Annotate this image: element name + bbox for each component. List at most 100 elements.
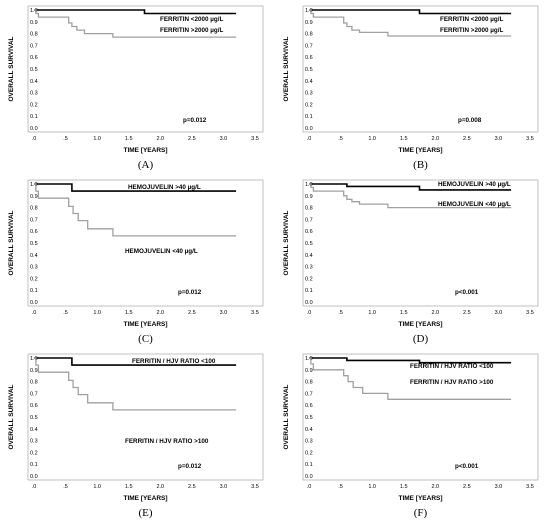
y-tick-label: 0.6 xyxy=(305,229,313,235)
y-tick-label: 0.1 xyxy=(305,114,313,120)
y-tick-label: 0.5 xyxy=(305,241,313,247)
y-tick-label: 0.3 xyxy=(30,439,38,445)
x-tick-label: 1.0 xyxy=(368,310,376,316)
y-tick-label: 1.0 xyxy=(30,182,38,188)
y-tick-label: 0.9 xyxy=(305,194,313,200)
x-tick-label: 1.0 xyxy=(368,484,376,490)
x-tick-label: .0 xyxy=(32,310,37,316)
x-tick-label: 3.0 xyxy=(495,136,503,142)
plot-frame xyxy=(302,353,539,481)
survival-curve xyxy=(309,9,512,37)
plot-frame xyxy=(302,5,539,133)
x-tick-label: 2.0 xyxy=(431,136,439,142)
km-chart-a: 0.0 0.1 0.2 0.3 0.4 0.5 0.6 0.7 0.8 0.9 1.0 .0 .5 1.0… xyxy=(8,5,264,171)
y-tick-label: 0.6 xyxy=(305,55,313,61)
x-tick-label: 2.5 xyxy=(463,310,471,316)
y-tick-label: 0.1 xyxy=(30,288,38,294)
panel-caption: (D) xyxy=(413,333,429,345)
x-tick-label: 3.5 xyxy=(526,136,534,142)
y-tick-label: 1.0 xyxy=(305,356,313,362)
p-value: p<0.001 xyxy=(455,463,479,470)
y-tick-label: 0.4 xyxy=(305,79,313,85)
x-tick-label: 2.5 xyxy=(463,136,471,142)
km-panel-a: 0.0 0.1 0.2 0.3 0.4 0.5 0.6 0.7 0.8 0.9 1.0 .0 .5 1.0… xyxy=(0,0,275,174)
x-tick-label: 3.5 xyxy=(526,310,534,316)
survival-curve xyxy=(309,357,512,400)
plot-frame xyxy=(27,179,264,307)
panel-caption: (E) xyxy=(138,507,152,519)
y-tick-label: 1.0 xyxy=(305,8,313,14)
x-tick-label: .0 xyxy=(307,484,312,490)
y-tick-label: 0.7 xyxy=(30,43,38,49)
y-tick-label: 0.6 xyxy=(30,403,38,409)
x-tick-label: 1.5 xyxy=(400,310,408,316)
km-chart-d: 0.0 0.1 0.2 0.3 0.4 0.5 0.6 0.7 0.8 0.9 1.0 .0 .5 1.0… xyxy=(283,179,539,345)
y-tick-label: 0.9 xyxy=(30,194,38,200)
y-axis-title: OVERALL SURVIVAL xyxy=(283,210,290,275)
panel-caption: (B) xyxy=(413,159,428,171)
curve-label: FERRITIN / HJV RATIO >100 xyxy=(125,438,209,445)
km-chart-b: 0.0 0.1 0.2 0.3 0.4 0.5 0.6 0.7 0.8 0.9 1.0 .0 .5 1.0… xyxy=(283,5,539,171)
y-axis-title: OVERALL SURVIVAL xyxy=(283,384,290,449)
y-tick-label: 0.5 xyxy=(30,415,38,421)
km-chart-e: 0.0 0.1 0.2 0.3 0.4 0.5 0.6 0.7 0.8 0.9 1.0 .0 .5 1.0… xyxy=(8,353,264,519)
y-tick-label: 0.7 xyxy=(305,391,313,397)
curve-label: FERRITIN >2000 µg/L xyxy=(160,27,223,34)
y-tick-label: 0.8 xyxy=(305,32,313,38)
x-tick-label: .5 xyxy=(338,310,343,316)
y-tick-label: 0.3 xyxy=(30,265,38,271)
x-tick-label: 1.0 xyxy=(368,136,376,142)
y-tick-label: 0.6 xyxy=(30,229,38,235)
survival-curve xyxy=(34,183,237,192)
p-value: p=0.012 xyxy=(178,463,202,470)
y-tick-label: 0.3 xyxy=(305,439,313,445)
y-tick-label: 0.7 xyxy=(30,217,38,223)
x-tick-label: .5 xyxy=(63,484,68,490)
x-axis-title: TIME [YEARS] xyxy=(398,495,442,502)
x-tick-label: 1.5 xyxy=(400,136,408,142)
y-tick-label: 0.7 xyxy=(305,217,313,223)
y-tick-label: 0.0 xyxy=(30,474,38,480)
y-tick-label: 0.5 xyxy=(305,67,313,73)
y-tick-label: 0.4 xyxy=(305,427,313,433)
y-tick-label: 0.1 xyxy=(305,288,313,294)
km-panel-b: 0.0 0.1 0.2 0.3 0.4 0.5 0.6 0.7 0.8 0.9 1.0 .0 .5 1.0… xyxy=(275,0,550,174)
curve-label: FERRITIN <2000 µg/L xyxy=(440,16,503,23)
x-tick-label: 2.5 xyxy=(188,310,196,316)
y-tick-label: 1.0 xyxy=(305,182,313,188)
x-axis-title: TIME [YEARS] xyxy=(123,147,167,154)
y-axis-title: OVERALL SURVIVAL xyxy=(8,210,15,275)
y-axis-title: OVERALL SURVIVAL xyxy=(8,36,15,101)
y-tick-label: 0.0 xyxy=(305,300,313,306)
x-tick-label: .0 xyxy=(307,136,312,142)
x-tick-label: 2.5 xyxy=(188,484,196,490)
x-tick-label: 2.0 xyxy=(156,310,164,316)
curve-label: HEMOJUVELIN <40 µg/L xyxy=(438,201,511,208)
survival-curve xyxy=(34,9,237,15)
x-tick-label: 3.0 xyxy=(495,310,503,316)
curve-label: HEMOJUVELIN >40 µg/L xyxy=(438,181,511,188)
x-tick-label: .0 xyxy=(307,310,312,316)
y-tick-label: 0.9 xyxy=(30,20,38,26)
curve-label: HEMOJUVELIN <40 µg/L xyxy=(125,248,198,255)
x-tick-label: 3.0 xyxy=(495,484,503,490)
y-axis-title: OVERALL SURVIVAL xyxy=(283,36,290,101)
x-axis-title: TIME [YEARS] xyxy=(398,147,442,154)
x-tick-label: 2.0 xyxy=(431,310,439,316)
curve-label: FERRITIN >2000 µg/L xyxy=(440,27,503,34)
x-tick-label: 2.0 xyxy=(156,136,164,142)
y-tick-label: 0.0 xyxy=(30,126,38,132)
plot-frame xyxy=(27,353,264,481)
plot-frame xyxy=(27,5,264,133)
x-tick-label: 2.5 xyxy=(463,484,471,490)
y-tick-label: 0.9 xyxy=(305,20,313,26)
y-tick-label: 0.9 xyxy=(305,368,313,374)
km-panel-d: 0.0 0.1 0.2 0.3 0.4 0.5 0.6 0.7 0.8 0.9 1.0 .0 .5 1.0… xyxy=(275,174,550,348)
y-tick-label: 0.8 xyxy=(305,380,313,386)
x-tick-label: 2.0 xyxy=(156,484,164,490)
y-tick-label: 0.9 xyxy=(30,368,38,374)
y-tick-label: 0.2 xyxy=(30,450,38,456)
survival-curve xyxy=(309,9,512,15)
x-tick-label: 1.0 xyxy=(93,310,101,316)
y-tick-label: 0.1 xyxy=(30,462,38,468)
